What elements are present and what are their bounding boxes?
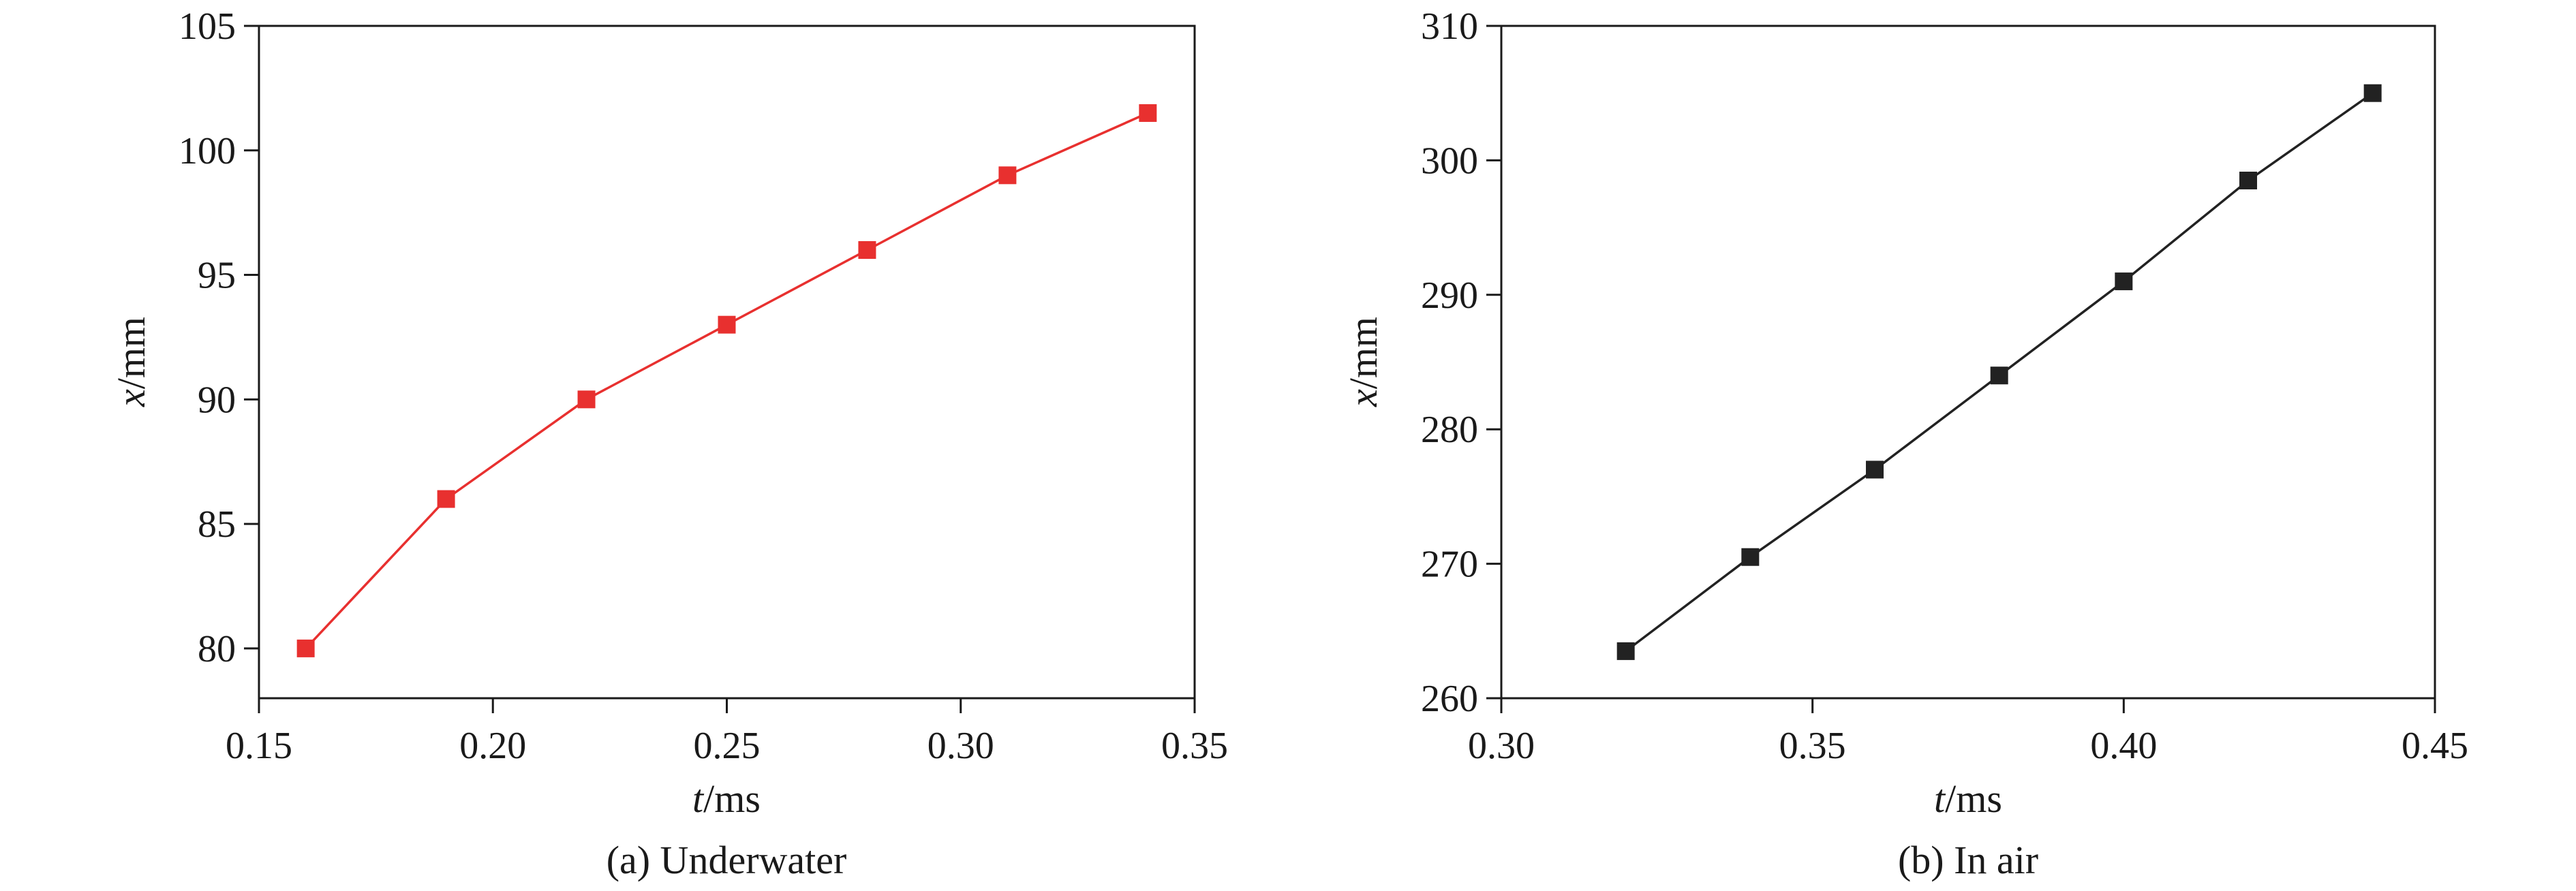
data-point [718,315,736,334]
y-axis-unit: /mm [109,317,153,389]
x-tick-label: 0.30 [1468,725,1535,767]
x-axis-label: t/ms [692,777,761,821]
y-tick-label: 290 [1421,275,1478,317]
x-tick-label: 0.30 [927,725,994,767]
x-axis-unit: /ms [703,777,761,821]
y-tick-label: 310 [1421,5,1478,48]
y-tick-label: 85 [198,503,236,546]
data-point [296,639,315,657]
series-layer [296,104,1157,657]
y-tick-label: 80 [198,628,236,670]
plot-frame [258,25,1196,700]
data-point [1139,104,1157,122]
y-tick-label: 300 [1421,140,1478,182]
data-point [2363,84,2382,102]
series-line [305,112,1149,650]
x-tick-label: 0.20 [459,725,526,767]
y-tick-label: 270 [1421,544,1478,586]
data-point [998,166,1017,185]
chart-caption: (a) Underwater [607,838,847,882]
x-tick-label: 0.45 [2402,725,2468,767]
axis-ticks: 0.15 0.20 0.25 0.30 0.35 80 85 90 95 100 105 [179,5,1228,767]
x-axis-variable: t [1934,777,1946,821]
data-point [1616,642,1635,660]
y-axis-variable: x [1341,389,1385,407]
y-axis-label: x/mm [1341,317,1385,407]
data-point [577,390,596,409]
y-axis-variable: x [109,389,153,407]
x-axis-variable: t [692,777,705,821]
x-tick-label: 0.40 [2090,725,2157,767]
data-point [2239,172,2257,190]
data-point [1741,548,1760,566]
plot-frame [1500,25,2436,700]
axis-ticks: 0.30 0.35 0.40 0.45 260 270 280 290 300 310 [1421,5,2468,767]
x-tick-label: 0.25 [694,725,761,767]
x-axis-unit: /ms [1945,777,2002,821]
data-point [437,490,455,508]
y-axis-unit: /mm [1341,317,1385,389]
y-axis-label: x/mm [109,317,153,407]
y-tick-label: 95 [198,255,236,297]
y-tick-label: 260 [1421,678,1478,720]
x-tick-label: 0.35 [1161,725,1228,767]
data-point [858,241,876,259]
data-point [1990,366,2008,385]
y-tick-label: 100 [179,130,236,172]
x-tick-label: 0.15 [226,725,292,767]
x-axis-label: t/ms [1934,777,2002,821]
y-tick-label: 90 [198,379,236,421]
data-point [1866,460,1884,479]
y-tick-label: 280 [1421,409,1478,451]
chart-caption: (b) In air [1898,838,2038,882]
series-layer [1616,84,2382,660]
x-tick-label: 0.35 [1779,725,1846,767]
y-tick-label: 105 [179,5,236,48]
data-point [2115,272,2133,291]
